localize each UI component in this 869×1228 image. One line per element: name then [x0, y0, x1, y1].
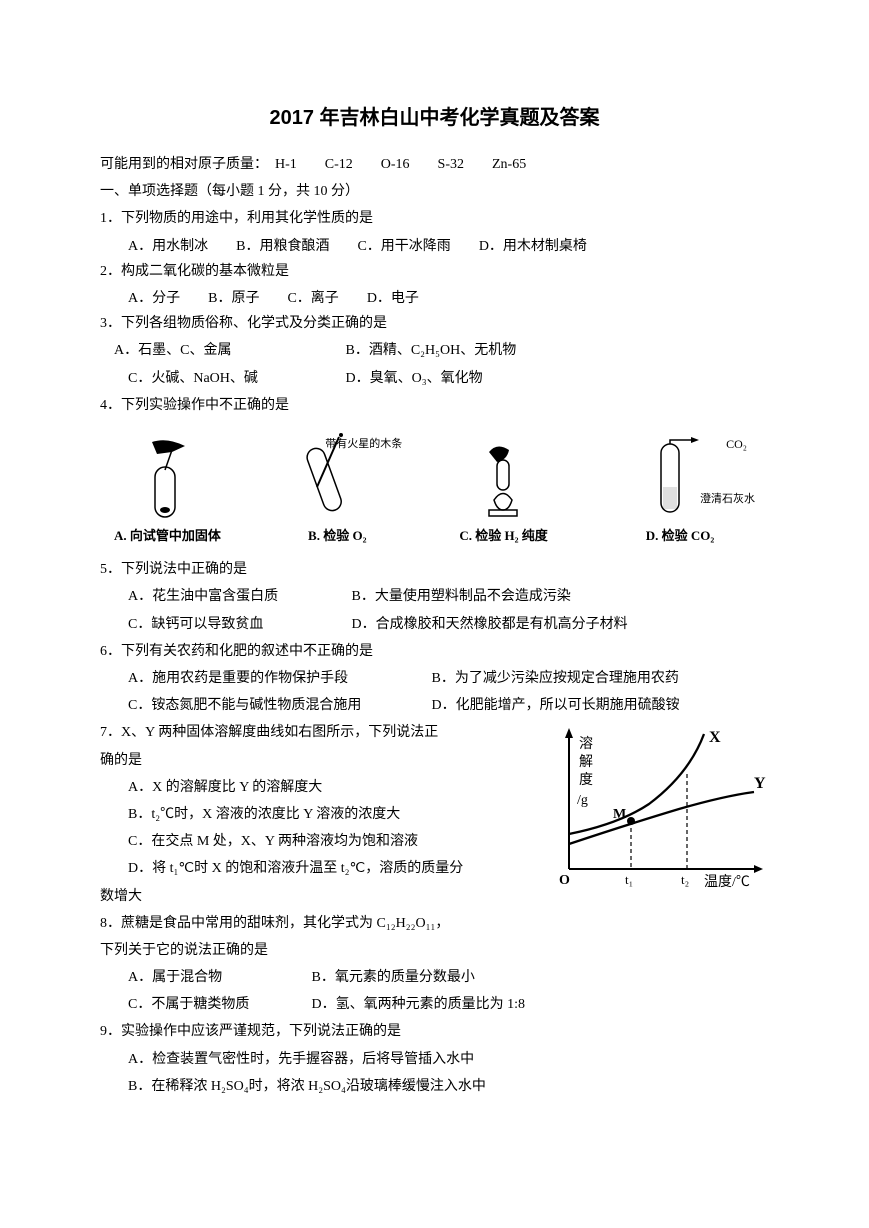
q4-figures: A. 向试管中加固体 带有火星的木条 B. 检验 O₂ C. 检验 H₂ 纯度 — [100, 424, 769, 551]
q4-fig-d: CO₂ 澄清石灰水 D. 检验 CO₂ — [605, 432, 755, 547]
chart-yunit: /g — [577, 793, 588, 808]
q2-opt-d: D．电子 — [367, 286, 419, 311]
q8-opt-b: B．氧元素的质量分数最小 — [312, 970, 475, 985]
chart-m-label: M — [613, 807, 626, 822]
chart-ylabel-2: 解 — [579, 754, 593, 770]
q1-stem: 1．下列物质的用途中，利用其化学性质的是 — [100, 206, 769, 231]
q6-stem: 6．下列有关农药和化肥的叙述中不正确的是 — [100, 639, 769, 664]
q8-opt-d: D．氢、氧两种元素的质量比为 1:8 — [312, 997, 526, 1012]
fig-d-co2: CO₂ — [726, 434, 747, 456]
q4-fig-b-caption: B. 检验 O₂ — [308, 524, 366, 547]
q9-stem: 9．实验操作中应该严谨规范，下列说法正确的是 — [100, 1019, 769, 1044]
q3-stem: 3．下列各组物质俗称、化学式及分类正确的是 — [100, 311, 769, 336]
fig-a-image — [117, 432, 217, 522]
q2-opt-c: C．离子 — [287, 286, 338, 311]
q1-opt-c: C．用干冰降雨 — [357, 234, 450, 259]
q2-stem: 2．构成二氧化碳的基本微粒是 — [100, 259, 769, 284]
chart-t2: t₂ — [681, 872, 689, 887]
q8-row2: C．不属于糖类物质 D．氢、氧两种元素的质量比为 1:8 — [100, 992, 769, 1017]
q2-options: A．分子 B．原子 C．离子 D．电子 — [100, 286, 769, 311]
q3-opt-b: B．酒精、C₂H₅OH、无机物 — [346, 343, 517, 358]
chart-ylabel-1: 溶 — [579, 736, 593, 752]
chart-x-label: X — [709, 729, 721, 746]
q1-opt-b: B．用粮食酿酒 — [236, 234, 329, 259]
q5-opt-a: A．花生油中富含蛋白质 — [128, 584, 348, 609]
q5-opt-c: C．缺钙可以导致贫血 — [128, 612, 348, 637]
q5-opt-d: D．合成橡胶和天然橡胶都是有机高分子材料 — [352, 617, 628, 632]
q2-opt-a: A．分子 — [128, 286, 180, 311]
q7-block: 溶 解 度 /g X Y M O t₁ t₂ 温度/℃ 7．X、Y 两种固体溶解… — [100, 720, 769, 965]
chart-t1: t₁ — [625, 872, 633, 887]
q8-opt-c: C．不属于糖类物质 — [128, 992, 308, 1017]
q6-opt-c: C．铵态氮肥不能与碱性物质混合施用 — [128, 693, 428, 718]
q5-row1: A．花生油中富含蛋白质 B．大量使用塑料制品不会造成污染 — [100, 584, 769, 609]
q6-row2: C．铵态氮肥不能与碱性物质混合施用 D．化肥能增产，所以可长期施用硫酸铵 — [100, 693, 769, 718]
solubility-chart: 溶 解 度 /g X Y M O t₁ t₂ 温度/℃ — [539, 724, 769, 894]
q3-opt-c: C．火碱、NaOH、碱 — [128, 366, 314, 391]
q4-fig-d-caption: D. 检验 CO₂ — [646, 524, 715, 547]
fig-d-lime: 澄清石灰水 — [700, 490, 755, 510]
q1-opt-a: A．用水制冰 — [128, 234, 208, 259]
chart-origin: O — [559, 873, 570, 888]
section-heading: 一、单项选择题（每小题 1 分，共 10 分） — [100, 179, 769, 204]
q3-row2: C．火碱、NaOH、碱 D．臭氧、O₃、氧化物 — [100, 366, 769, 391]
q8-stem-2: 下列关于它的说法正确的是 — [100, 938, 769, 963]
chart-xlabel: 温度/℃ — [704, 874, 750, 890]
q3-row1: A．石墨、C、金属 B．酒精、C₂H₅OH、无机物 — [100, 338, 769, 363]
q4-fig-a: A. 向试管中加固体 — [114, 432, 221, 547]
q5-stem: 5．下列说法中正确的是 — [100, 557, 769, 582]
q8-opt-a: A．属于混合物 — [128, 965, 308, 990]
q1-opt-d: D．用木材制桌椅 — [479, 234, 587, 259]
fig-d-image: CO₂ 澄清石灰水 — [605, 432, 755, 522]
fig-b-note: 带有火星的木条 — [325, 438, 402, 451]
q5-row2: C．缺钙可以导致贫血 D．合成橡胶和天然橡胶都是有机高分子材料 — [100, 612, 769, 637]
chart-y-label: Y — [754, 775, 766, 792]
q9-opt-b: B．在稀释浓 H₂SO₄时，将浓 H₂SO₄沿玻璃棒缓慢注入水中 — [100, 1074, 769, 1099]
q2-opt-b: B．原子 — [208, 286, 259, 311]
q4-fig-c-caption: C. 检验 H₂ 纯度 — [459, 524, 547, 547]
q9-opt-a: A．检查装置气密性时，先手握容器，后将导管插入水中 — [100, 1047, 769, 1072]
q4-fig-b: 带有火星的木条 B. 检验 O₂ — [272, 432, 402, 547]
q1-options: A．用水制冰 B．用粮食酿酒 C．用干冰降雨 D．用木材制桌椅 — [100, 234, 769, 259]
atomic-mass-info: 可能用到的相对原子质量： H-1 C-12 O-16 S-32 Zn-65 — [100, 152, 769, 177]
q8-row1: A．属于混合物 B．氧元素的质量分数最小 — [100, 965, 769, 990]
fig-c-image — [454, 432, 554, 522]
page-title: 2017 年吉林白山中考化学真题及答案 — [100, 100, 769, 136]
q3-opt-a: A．石墨、C、金属 — [114, 338, 314, 363]
q5-opt-b: B．大量使用塑料制品不会造成污染 — [352, 589, 571, 604]
q6-opt-b: B．为了减少污染应按规定合理施用农药 — [432, 671, 679, 686]
chart-ylabel-3: 度 — [579, 772, 593, 788]
fig-b-image: 带有火星的木条 — [272, 432, 402, 522]
q4-fig-c: C. 检验 H₂ 纯度 — [454, 432, 554, 547]
q6-opt-a: A．施用农药是重要的作物保护手段 — [128, 666, 428, 691]
q4-fig-a-caption: A. 向试管中加固体 — [114, 524, 221, 547]
q4-stem: 4．下列实验操作中不正确的是 — [100, 393, 769, 418]
q3-opt-d: D．臭氧、O₃、氧化物 — [346, 371, 483, 386]
q6-row1: A．施用农药是重要的作物保护手段 B．为了减少污染应按规定合理施用农药 — [100, 666, 769, 691]
q6-opt-d: D．化肥能增产，所以可长期施用硫酸铵 — [432, 698, 680, 713]
q8-stem-1: 8．蔗糖是食品中常用的甜味剂，其化学式为 C₁₂H₂₂O₁₁， — [100, 911, 769, 936]
